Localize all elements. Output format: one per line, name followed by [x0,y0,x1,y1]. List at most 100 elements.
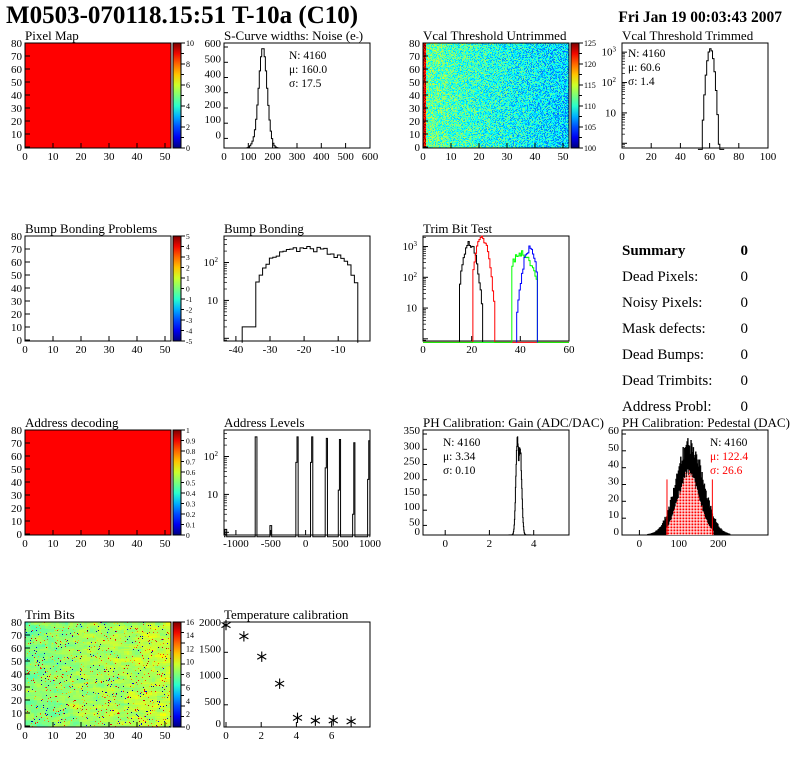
svg-text:40: 40 [11,669,23,681]
svg-text:14: 14 [186,631,194,640]
svg-text:12: 12 [186,644,194,653]
svg-text:200: 200 [404,471,421,483]
svg-text:60: 60 [11,451,23,463]
svg-text:115: 115 [584,81,596,90]
svg-text:10: 10 [207,295,219,307]
svg-text:0: 0 [22,344,28,356]
svg-text:10: 10 [186,657,194,666]
svg-text:500: 500 [205,696,222,708]
svg-text:1: 1 [186,274,190,283]
svg-text:250: 250 [404,456,421,468]
svg-text:102: 102 [204,450,219,463]
svg-text:N: 4160: N: 4160 [710,437,748,449]
svg-text:600: 600 [205,38,222,50]
svg-text:300: 300 [404,440,421,452]
svg-text:60: 60 [608,425,620,437]
svg-text:10: 10 [446,151,458,163]
svg-text:0.1: 0.1 [186,521,196,530]
svg-text:102: 102 [204,256,219,269]
svg-text:50: 50 [11,656,23,668]
svg-text:350: 350 [404,425,421,437]
svg-text:N: 4160: N: 4160 [443,437,481,449]
svg-text:70: 70 [11,244,23,256]
svg-text:0: 0 [186,531,190,540]
svg-text:0.6: 0.6 [186,468,196,477]
svg-text:0: 0 [22,730,28,742]
svg-text:50: 50 [160,344,172,356]
svg-text:10: 10 [48,344,60,356]
svg-text:40: 40 [132,151,144,163]
svg-text:8: 8 [186,60,190,69]
svg-text:0: 0 [186,285,190,294]
svg-text:20: 20 [608,492,620,504]
svg-text:8: 8 [186,671,190,680]
svg-text:4: 4 [186,697,190,706]
svg-text:0: 0 [186,723,190,732]
svg-text:2: 2 [258,730,264,742]
svg-text:70: 70 [11,438,23,450]
svg-text:120: 120 [584,60,596,69]
svg-text:10: 10 [605,107,617,119]
svg-text:μ: 160.0: μ: 160.0 [289,64,327,76]
svg-text:0: 0 [614,526,620,538]
svg-text:40: 40 [608,459,620,471]
svg-text:200: 200 [205,99,222,111]
svg-text:400: 400 [205,69,222,81]
svg-text:50: 50 [11,270,23,282]
svg-text:20: 20 [11,503,23,515]
svg-text:50: 50 [11,464,23,476]
svg-text:20: 20 [646,151,658,163]
svg-text:0.7: 0.7 [186,458,196,467]
svg-text:30: 30 [502,151,514,163]
svg-text:5: 5 [186,232,190,241]
svg-text:0: 0 [619,151,625,163]
svg-text:40: 40 [132,538,144,550]
svg-text:80: 80 [11,38,23,50]
svg-text:100: 100 [404,501,421,513]
svg-text:125: 125 [584,39,596,48]
svg-text:0: 0 [415,526,421,538]
svg-text:μ: 60.6: μ: 60.6 [628,62,661,74]
svg-text:50: 50 [160,151,172,163]
svg-text:200: 200 [710,538,727,550]
svg-text:200: 200 [264,151,281,163]
svg-text:30: 30 [104,730,116,742]
svg-text:20: 20 [11,695,23,707]
svg-text:-20: -20 [297,344,312,356]
svg-text:N: 4160: N: 4160 [289,50,327,62]
svg-text:50: 50 [608,442,620,454]
svg-text:4: 4 [186,243,190,252]
svg-text:μ: 122.4: μ: 122.4 [710,451,748,463]
svg-text:1000: 1000 [359,538,382,550]
svg-text:-4: -4 [186,327,192,336]
svg-text:0: 0 [22,151,28,163]
svg-text:20: 20 [474,151,486,163]
svg-text:σ: 26.6: σ: 26.6 [710,465,743,477]
svg-text:σ: 17.5: σ: 17.5 [289,78,322,90]
svg-text:-2: -2 [186,306,192,315]
svg-text:0: 0 [637,538,643,550]
svg-text:6: 6 [186,81,190,90]
svg-text:-5: -5 [186,337,192,346]
svg-text:10: 10 [11,516,23,528]
svg-text:10: 10 [11,708,23,720]
svg-text:2: 2 [487,538,493,550]
svg-text:500: 500 [205,53,222,65]
svg-text:20: 20 [76,538,88,550]
svg-text:110: 110 [584,102,596,111]
svg-text:60: 60 [11,257,23,269]
svg-text:30: 30 [104,538,116,550]
svg-text:-1000: -1000 [223,538,249,550]
svg-text:1000: 1000 [199,670,222,682]
svg-text:20: 20 [466,344,478,356]
svg-text:6: 6 [329,730,335,742]
svg-text:-3: -3 [186,316,192,325]
svg-text:70: 70 [11,51,23,63]
svg-text:-500: -500 [261,538,282,550]
svg-text:3: 3 [186,253,190,262]
svg-text:60: 60 [11,64,23,76]
svg-text:0: 0 [420,344,426,356]
svg-text:10: 10 [48,151,60,163]
svg-text:60: 60 [11,643,23,655]
svg-text:100: 100 [584,144,596,153]
